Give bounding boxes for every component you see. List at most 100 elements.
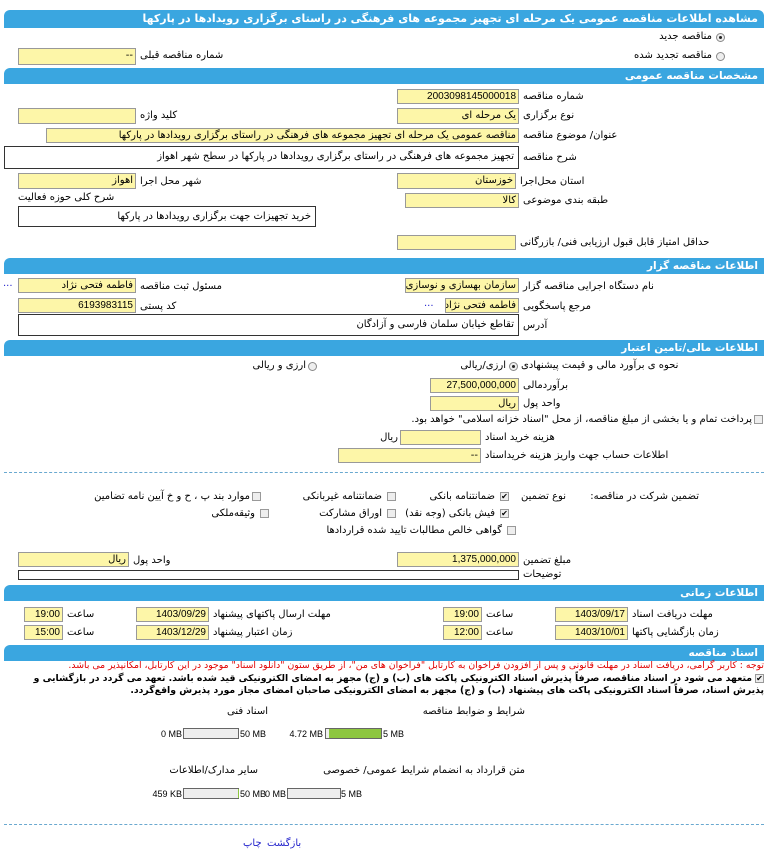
activity-box: خرید تجهیزات جهت برگزاری رویدادها در پار… bbox=[18, 206, 316, 227]
tender-number-label: شماره مناقصه bbox=[523, 91, 584, 102]
registrar-more-link[interactable]: ... bbox=[3, 278, 13, 289]
guarantee-option-label: فیش بانکی (وجه نقد) bbox=[405, 508, 495, 519]
label-renewed-tender: مناقصه تجدید شده bbox=[634, 50, 712, 61]
guarantee-checkbox-other[interactable] bbox=[252, 492, 261, 501]
address-box: تقاطع خیابان سلمان فارسی و آزادگان bbox=[18, 314, 519, 336]
guarantee-checkbox-property[interactable] bbox=[260, 509, 269, 518]
validity-time-field: 15:00 bbox=[24, 625, 63, 640]
doc-deadline-label: مهلت دریافت اسناد bbox=[632, 609, 713, 620]
opt-foreign-rial-label: ارزی و ریالی bbox=[252, 360, 307, 371]
file-progress-bar bbox=[183, 728, 239, 739]
time-label: ساعت bbox=[67, 609, 95, 620]
type-field: یک مرحله ای bbox=[397, 108, 519, 124]
commit-text-1: متعهد می شود در اسناد مناقصه، صرفاً پذیر… bbox=[33, 673, 752, 684]
label-new-tender: مناقصه جدید bbox=[659, 31, 712, 42]
radio-foreign-rial[interactable] bbox=[308, 362, 317, 371]
guarantee-checkbox-nonbank[interactable] bbox=[387, 492, 396, 501]
address-label: آدرس bbox=[523, 320, 548, 331]
file-label: متن قرارداد به انضمام شرایط عمومی/ خصوصی bbox=[323, 765, 525, 776]
notice-text: توجه : کاربر گرامی، دریافت اسناد در مهلت… bbox=[68, 660, 764, 671]
account-label: اطلاعات حساب جهت واریز هزینه خریداسناد bbox=[485, 450, 669, 461]
section-organizer: اطلاعات مناقصه گزار bbox=[4, 258, 764, 274]
guarantee-amount-label: مبلغ تضمین bbox=[523, 555, 572, 566]
submit-deadline-label: مهلت ارسال پاکتهای پیشنهاد bbox=[213, 609, 331, 620]
radio-rial[interactable] bbox=[509, 362, 518, 371]
doc-deadline-time-field: 19:00 bbox=[443, 607, 482, 622]
guarantee-type-label: نوع تضمین bbox=[521, 491, 566, 502]
tender-number-field: 2003098145000018 bbox=[397, 89, 519, 104]
radio-renewed-tender[interactable] bbox=[716, 52, 725, 61]
time-label: ساعت bbox=[67, 627, 95, 638]
radio-new-tender[interactable] bbox=[716, 33, 725, 42]
divider bbox=[4, 824, 764, 825]
guarantee-option-label: وثیقه‌ملکی bbox=[211, 508, 255, 519]
divider bbox=[4, 472, 764, 473]
guarantee-option-label: موارد بند پ ، ح و خ آیین نامه تضامین bbox=[94, 491, 250, 502]
treasury-checkbox[interactable] bbox=[754, 415, 763, 424]
notes-box bbox=[18, 570, 519, 580]
province-field: خوزستان bbox=[397, 173, 516, 189]
file-progress-bar bbox=[183, 788, 239, 799]
file-progress-fill bbox=[329, 729, 381, 738]
commit-text: ✔متعهد می شود در اسناد مناقصه، صرفاً پذی… bbox=[4, 673, 764, 697]
city-label: شهر محل اجرا bbox=[140, 176, 202, 187]
file-max: 5 MB bbox=[383, 729, 405, 739]
guarantee-option-label: اوراق مشارکت bbox=[319, 508, 382, 519]
guarantee-label: تضمین شرکت در مناقصه: bbox=[590, 491, 699, 502]
file-max: 50 MB bbox=[240, 789, 267, 799]
file-progress-bar bbox=[287, 788, 341, 799]
section-general: مشخصات مناقصه عمومی bbox=[4, 68, 764, 84]
keyword-field bbox=[18, 108, 136, 124]
guarantee-checkbox-cash[interactable]: ✔ bbox=[500, 509, 509, 518]
time-label: ساعت bbox=[486, 609, 514, 620]
page-title: مشاهده اطلاعات مناقصه عمومی یک مرحله ای … bbox=[4, 10, 764, 28]
time-label: ساعت bbox=[486, 627, 514, 638]
doc-fee-field bbox=[400, 430, 481, 445]
org-field: سازمان بهسازی و نوسازی bbox=[405, 278, 519, 293]
file-label: سایر مدارک/اطلاعات bbox=[169, 765, 258, 776]
guarantee-option-label: ضمانتنامه بانکی bbox=[429, 491, 495, 502]
documents-body: توجه : کاربر گرامی، دریافت اسناد در مهلت… bbox=[0, 660, 768, 852]
guarantee-amount-field: 1,375,000,000 bbox=[397, 552, 519, 567]
opt-rial-label: ارزی/ریالی bbox=[460, 360, 506, 371]
notes-label: توضیحات bbox=[523, 569, 562, 580]
keyword-label: کلید واژه bbox=[140, 110, 178, 121]
file-max: 50 MB bbox=[240, 729, 267, 739]
file-size: 0 MB bbox=[160, 729, 182, 739]
contact-more-link[interactable]: ... bbox=[424, 298, 434, 309]
opening-time-field: 12:00 bbox=[443, 625, 482, 640]
guarantee-checkbox-claims[interactable] bbox=[507, 526, 516, 535]
currency-field: ریال bbox=[430, 396, 519, 411]
file-label: شرایط و ضوابط مناقصه bbox=[422, 706, 525, 717]
subject-label: عنوان/ موضوع مناقصه bbox=[523, 130, 618, 141]
prev-number-field: -- bbox=[18, 48, 136, 65]
registrar-field: فاطمه فتحی نژاد bbox=[18, 278, 136, 293]
desc-box: تجهیز مجموعه های فرهنگی در راستای برگزار… bbox=[4, 146, 519, 169]
account-field: -- bbox=[338, 448, 481, 463]
files-area: شرایط و ضوابط مناقصه اسناد فنی 5 MB 4.72… bbox=[0, 702, 768, 852]
currency-label: واحد پول bbox=[523, 398, 561, 409]
contact-field: فاطمه فتحی نژاد bbox=[445, 298, 519, 313]
file-label: اسناد فنی bbox=[227, 706, 268, 717]
guarantee-option-label: گواهی خالص مطالبات تایید شده قراردادها bbox=[326, 525, 502, 536]
guarantee-currency-field: ریال bbox=[18, 552, 129, 567]
submit-deadline-field: 1403/09/29 bbox=[136, 607, 209, 622]
back-link[interactable]: بازگشت bbox=[267, 838, 302, 849]
commit-text-2: پذیرش اسناد، صرفاً اسناد الکترونیکی پاکت… bbox=[130, 685, 764, 696]
postal-label: کد پستی bbox=[140, 301, 177, 312]
guarantee-option-label: ضمانتنامه غیربانکی bbox=[302, 491, 382, 502]
section-finance: اطلاعات مالی/تامین اعتبار bbox=[4, 340, 764, 356]
category-label: طبقه بندی موضوعی bbox=[523, 195, 609, 206]
print-link[interactable]: چاپ bbox=[243, 838, 262, 849]
province-label: استان محل‌اجرا bbox=[520, 176, 585, 187]
file-size: 4.72 MB bbox=[289, 729, 323, 739]
estimate-label: برآوردمالی bbox=[523, 380, 568, 391]
guarantee-checkbox-bank[interactable]: ✔ bbox=[500, 492, 509, 501]
min-score-field bbox=[397, 235, 516, 250]
submit-deadline-time-field: 19:00 bbox=[24, 607, 63, 622]
guarantee-currency-label: واحد پول bbox=[133, 555, 171, 566]
opening-field: 1403/10/01 bbox=[555, 625, 628, 640]
guarantee-checkbox-bonds[interactable] bbox=[387, 509, 396, 518]
file-max: 5 MB bbox=[341, 789, 363, 799]
treasury-label: پرداخت تمام و یا بخشی از مبلغ مناقصه، از… bbox=[411, 414, 752, 425]
